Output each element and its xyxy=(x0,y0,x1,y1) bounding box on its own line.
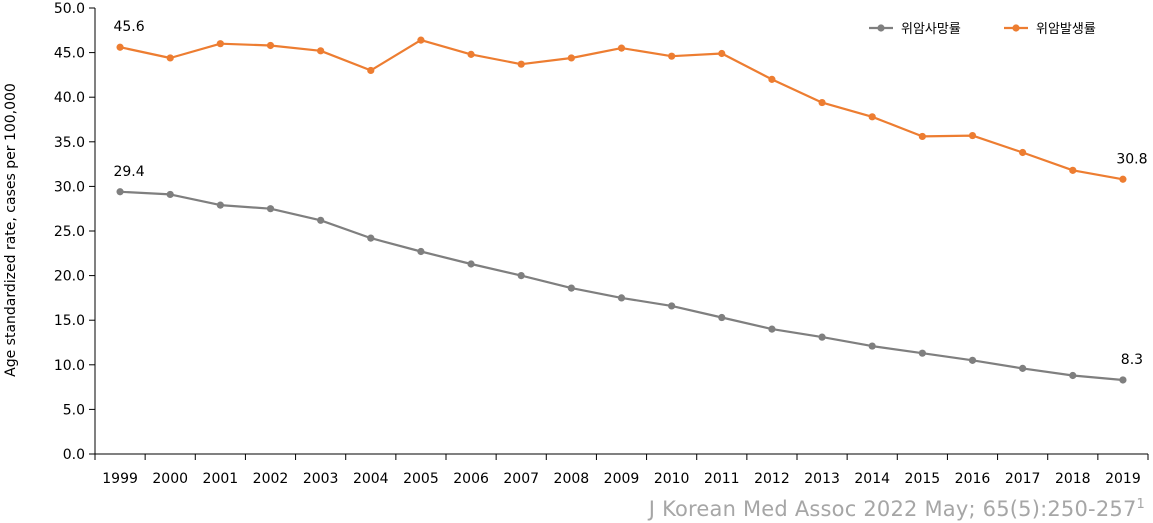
series-0-point xyxy=(1119,376,1127,384)
x-tick-label: 2015 xyxy=(905,471,941,487)
series-1-point xyxy=(317,47,325,55)
series-1-point xyxy=(116,43,124,51)
series-1-point xyxy=(968,131,977,140)
series-1-point xyxy=(166,54,174,62)
x-tick-label: 2004 xyxy=(353,471,389,487)
citation-superscript: 1 xyxy=(1136,497,1145,512)
x-tick-label: 2010 xyxy=(654,471,690,487)
series-0-point xyxy=(467,260,475,268)
series-0-point xyxy=(417,247,425,256)
x-tick-label: 1999 xyxy=(102,471,138,487)
x-tick-label: 2008 xyxy=(554,471,590,487)
series-1-point xyxy=(467,50,475,58)
x-tick-label: 2018 xyxy=(1055,471,1091,487)
y-tick-label: 10.0 xyxy=(54,358,85,374)
x-tick-label: 2003 xyxy=(303,471,339,487)
series-0-point xyxy=(216,201,224,209)
series-group xyxy=(116,36,1127,384)
x-tick-label: 2000 xyxy=(152,471,188,487)
x-tick-label: 2009 xyxy=(604,471,640,487)
data-label: 30.8 xyxy=(1116,151,1147,167)
series-1-point xyxy=(617,44,626,52)
series-1-point xyxy=(367,66,375,75)
citation-text: J Korean Med Assoc 2022 May; 65(5):250-2… xyxy=(648,497,1137,521)
series-0-point xyxy=(1069,371,1077,380)
y-tick-label: 35.0 xyxy=(54,135,85,151)
series-1-point xyxy=(668,52,676,60)
legend: 위암사망률 위암발생률 xyxy=(869,22,1096,37)
series-line-0 xyxy=(120,190,1123,382)
series-0-point xyxy=(768,325,776,333)
series-0-point xyxy=(1019,364,1027,372)
legend-marker-0 xyxy=(877,24,885,32)
series-line-1 xyxy=(119,38,1124,181)
series-1-point xyxy=(918,132,926,141)
x-axis-ticks: 1999 2000 2001 2002 2003 2004 2005 2006 2007 2008… xyxy=(94,454,1149,487)
y-tick-label: 20.0 xyxy=(54,269,85,285)
x-tick-label: 2014 xyxy=(854,471,890,487)
series-1-point xyxy=(1069,166,1077,174)
legend-label-1: 위암발생률 xyxy=(1036,22,1096,37)
series-0-point xyxy=(266,205,275,213)
series-0-point xyxy=(668,302,676,310)
axes xyxy=(94,8,1148,455)
y-tick-label: 45.0 xyxy=(54,46,85,62)
series-0-point xyxy=(968,356,977,364)
series-0-point xyxy=(567,284,575,292)
series-1-point xyxy=(818,98,826,107)
series-0-point xyxy=(868,342,876,350)
series-0-point xyxy=(818,333,826,341)
series-0-point xyxy=(617,294,626,302)
series-1-point xyxy=(417,36,425,44)
series-0-point xyxy=(116,188,124,196)
y-axis-ticks: 0.0 5.0 10.0 15.0 20.0 25.0 30.0 35.0 40.0 45.0 50… xyxy=(54,1,95,463)
series-1-point xyxy=(517,60,525,68)
series-0-point xyxy=(517,272,525,280)
series-0-point xyxy=(918,349,926,357)
x-tick-label: 2001 xyxy=(203,471,239,487)
data-label: 8.3 xyxy=(1121,352,1143,368)
x-tick-label: 2016 xyxy=(955,471,991,487)
series-0-point xyxy=(367,234,375,242)
series-1-point xyxy=(1019,148,1027,157)
legend-marker-1 xyxy=(1012,24,1020,32)
x-tick-label: 2011 xyxy=(704,471,740,487)
y-tick-label: 30.0 xyxy=(54,179,85,195)
x-tick-label: 2012 xyxy=(754,471,790,487)
series-1-point xyxy=(216,40,224,48)
y-axis-label: Age standardized rate, cases per 100,000 xyxy=(3,83,19,377)
series-1-point xyxy=(1119,175,1127,183)
series-0-point xyxy=(718,313,726,322)
series-1-point xyxy=(868,113,876,121)
data-label: 29.4 xyxy=(113,164,144,180)
x-tick-label: 2013 xyxy=(804,471,840,487)
x-tick-label: 2006 xyxy=(453,471,489,487)
y-tick-label: 15.0 xyxy=(54,313,85,329)
legend-label-0: 위암사망률 xyxy=(901,22,961,37)
y-tick-label: 0.0 xyxy=(63,447,85,463)
data-labels: 29.4 8.3 45.6 30.8 xyxy=(113,19,1147,368)
series-1-point xyxy=(266,41,275,50)
x-tick-label: 2007 xyxy=(503,471,539,487)
y-tick-label: 5.0 xyxy=(63,402,85,418)
y-tick-label: 25.0 xyxy=(54,224,85,240)
x-tick-label: 2019 xyxy=(1105,471,1141,487)
series-1-point xyxy=(768,75,776,83)
series-0-point xyxy=(317,216,325,224)
data-label: 45.6 xyxy=(113,19,144,35)
series-1-point xyxy=(567,54,575,62)
series-1-point xyxy=(718,49,726,58)
y-tick-label: 40.0 xyxy=(54,90,85,106)
x-tick-label: 2005 xyxy=(403,471,439,487)
citation: J Korean Med Assoc 2022 May; 65(5):250-2… xyxy=(649,497,1145,521)
y-tick-label: 50.0 xyxy=(54,1,85,17)
series-0-point xyxy=(166,190,174,199)
x-tick-label: 2002 xyxy=(253,471,289,487)
x-tick-label: 2017 xyxy=(1005,471,1041,487)
